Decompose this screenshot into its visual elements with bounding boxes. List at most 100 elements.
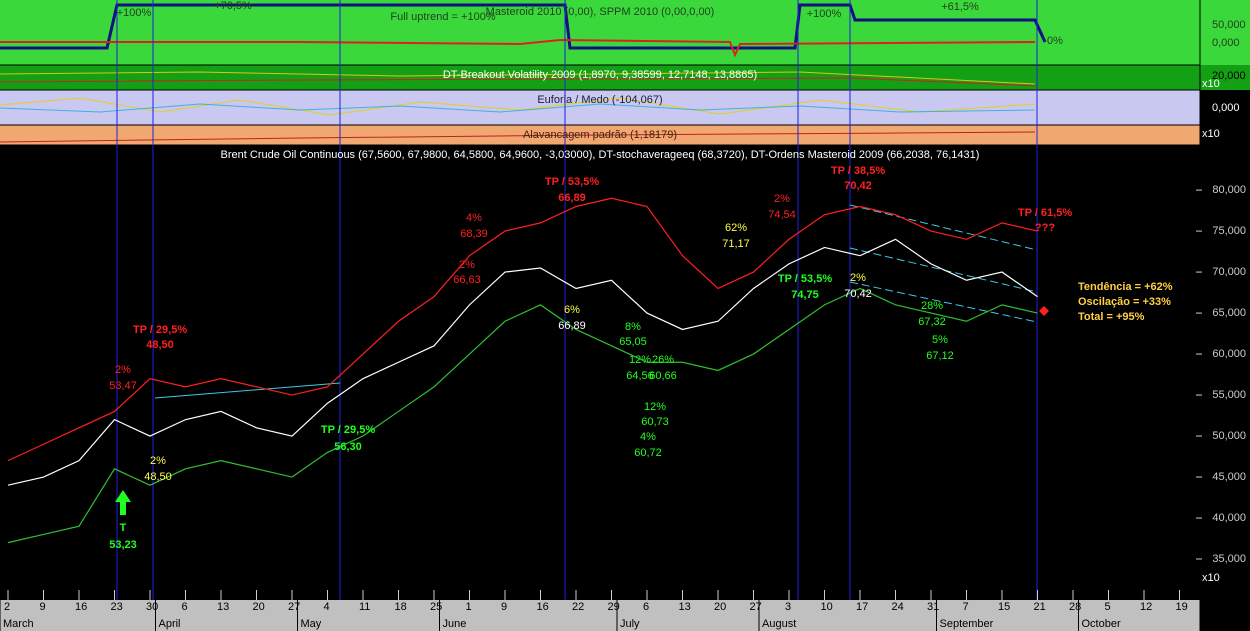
annotation: 62% xyxy=(725,222,747,234)
x-tick-label: 29 xyxy=(608,601,620,613)
channel-line xyxy=(154,382,341,399)
month-label: August xyxy=(762,618,796,630)
euforia-line xyxy=(0,97,1036,116)
annotation: 60,66 xyxy=(649,370,677,382)
x-tick-label: 27 xyxy=(750,601,762,613)
annotation: TP / 29,5% xyxy=(133,324,187,336)
annotation: ??? xyxy=(1035,222,1055,234)
x-tick-label: 24 xyxy=(892,601,904,613)
trend-label: 0% xyxy=(1047,35,1063,47)
sell-marker xyxy=(1039,306,1049,316)
x-tick-label: 13 xyxy=(679,601,691,613)
annotation: 4% xyxy=(640,431,656,443)
month-label: September xyxy=(940,618,994,630)
panel-axis-label: x10 xyxy=(1202,78,1220,90)
masteroid-panel xyxy=(0,0,1200,65)
annotation: 74,75 xyxy=(791,289,819,301)
channel-line xyxy=(849,281,1038,323)
x-tick-label: 9 xyxy=(40,601,46,613)
x-tick-label: 17 xyxy=(856,601,868,613)
panel-title: Alavancagem padrão (1,18179) xyxy=(523,129,677,141)
x-tick-label: 30 xyxy=(146,601,158,613)
month-label: October xyxy=(1082,618,1121,630)
x-tick-label: 20 xyxy=(253,601,265,613)
x-tick-label: 1 xyxy=(466,601,472,613)
summary-label: Oscilação = +33% xyxy=(1078,296,1171,308)
panel-axis-label: x10 xyxy=(1202,128,1220,140)
annotation: 48,50 xyxy=(144,471,172,483)
x-tick-label: 25 xyxy=(430,601,442,613)
annotation: 66,63 xyxy=(453,274,481,286)
annotation: 6% xyxy=(564,304,580,316)
x-tick-label: 16 xyxy=(75,601,87,613)
euforia-line xyxy=(0,103,1036,113)
panel-title: DT-Breakout Volatility 2009 (1,8970, 9,3… xyxy=(443,69,757,81)
annotation: 53,47 xyxy=(109,380,137,392)
x-tick-label: 6 xyxy=(643,601,649,613)
x-tick-label: 3 xyxy=(785,601,791,613)
x-tick-label: 12 xyxy=(1140,601,1152,613)
summary-label: Total = +95% xyxy=(1078,311,1145,323)
panel-axis-label: 50,000 xyxy=(1212,19,1246,31)
annotation: 5% xyxy=(932,334,948,346)
panel-axis-label: 0,000 xyxy=(1212,37,1240,49)
trend-label: +100% xyxy=(807,8,842,20)
y-tick-label: 65,000 xyxy=(1212,307,1246,319)
panel-title: Masteroid 2010 (0,00), SPPM 2010 (0,00,0… xyxy=(486,6,715,18)
annotation: 2% xyxy=(850,272,866,284)
series-line xyxy=(7,197,1038,462)
annotation: T xyxy=(120,522,127,534)
alavancagem-line xyxy=(0,131,1036,143)
annotation: TP / 61,5% xyxy=(1018,207,1072,219)
x-tick-label: 18 xyxy=(395,601,407,613)
x-tick-label: 27 xyxy=(288,601,300,613)
annotation: 4% xyxy=(466,212,482,224)
x-tick-label: 31 xyxy=(927,601,939,613)
annotation: TP / 38,5% xyxy=(831,165,885,177)
month-label: July xyxy=(620,618,640,630)
x-tick-label: 6 xyxy=(182,601,188,613)
breakout-line xyxy=(0,71,1036,85)
x-tick-label: 9 xyxy=(501,601,507,613)
x-tick-label: 19 xyxy=(1176,601,1188,613)
panel-axis-label: 0,000 xyxy=(1212,102,1240,114)
x-tick-label: 28 xyxy=(1069,601,1081,613)
month-label: June xyxy=(443,618,467,630)
annotation: 28% xyxy=(921,300,943,312)
breakout-line xyxy=(0,77,1036,87)
annotation: 68,39 xyxy=(460,228,488,240)
annotation: 60,73 xyxy=(641,416,669,428)
breakout-panel xyxy=(0,65,1250,90)
x-axis-band xyxy=(0,600,1200,631)
x-tick-label: 16 xyxy=(537,601,549,613)
month-label: March xyxy=(3,618,34,630)
annotation: 66,89 xyxy=(558,320,586,332)
x-tick-label: 4 xyxy=(324,601,330,613)
x-tick-label: 11 xyxy=(359,601,370,613)
annotation: 64,56 xyxy=(626,370,654,382)
y-tick-label: 45,000 xyxy=(1212,471,1246,483)
annotation: 67,32 xyxy=(918,316,946,328)
trend-label: +100% xyxy=(117,7,152,19)
annotation: 70,42 xyxy=(844,288,872,300)
annotation: 66,89 xyxy=(558,192,586,204)
annotation: 26% xyxy=(652,354,674,366)
x-tick-label: 20 xyxy=(714,601,726,613)
panel-title: Euforia / Medo (-104,067) xyxy=(537,94,662,106)
x-tick-label: 22 xyxy=(572,601,584,613)
y-tick-label: 70,000 xyxy=(1212,266,1246,278)
annotation: 60,72 xyxy=(634,447,662,459)
annotation: 65,05 xyxy=(619,336,647,348)
y-tick-label: 75,000 xyxy=(1212,225,1246,237)
x-tick-label: 5 xyxy=(1105,601,1111,613)
annotation: 53,23 xyxy=(109,539,137,551)
channel-line xyxy=(849,204,1038,251)
trend-label: +70,5% xyxy=(214,0,252,12)
series-line xyxy=(7,238,1038,486)
annotation: 2% xyxy=(115,364,131,376)
panel-axis-label: 20,000 xyxy=(1212,70,1246,82)
month-label: April xyxy=(159,618,181,630)
annotation: 8% xyxy=(625,321,641,333)
x-tick-label: 15 xyxy=(998,601,1010,613)
